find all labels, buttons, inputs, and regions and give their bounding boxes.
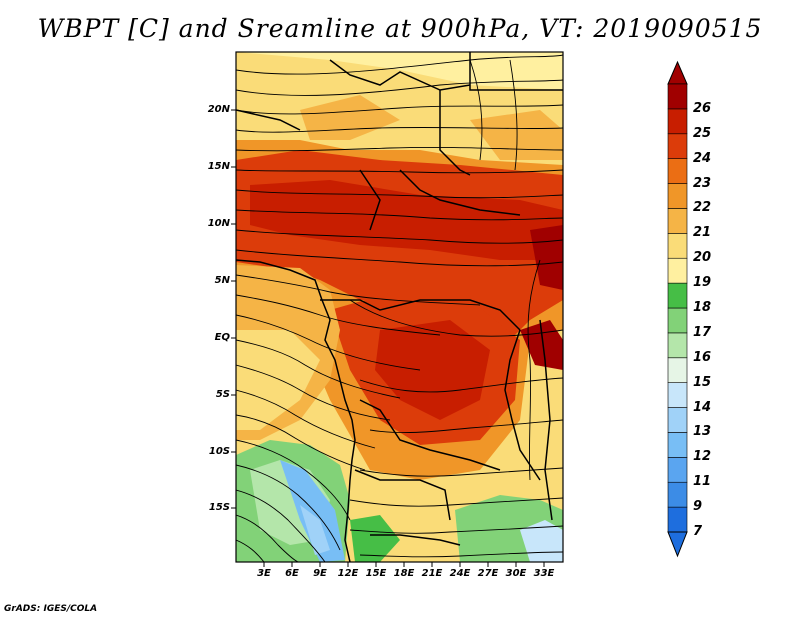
lon-label: 15E (365, 568, 387, 579)
colorbar-box (667, 407, 688, 433)
colorbar-label: 22 (693, 200, 712, 216)
colorbar (667, 60, 688, 558)
lat-label: 5N (214, 275, 230, 286)
colorbar-label: 16 (693, 349, 712, 365)
colorbar-label: 14 (693, 399, 712, 415)
colorbar-label: 13 (693, 424, 712, 440)
colorbar-box (667, 233, 688, 259)
lat-label: 20N (207, 104, 230, 115)
colorbar-label: 25 (693, 125, 712, 141)
colorbar-label: 18 (693, 300, 712, 315)
colorbar-label: 9 (693, 499, 703, 515)
lon-label: 33E (533, 568, 555, 579)
colorbar-label: 24 (693, 150, 712, 166)
colorbar-label: 11 (693, 474, 712, 490)
lat-label: 15S (208, 502, 230, 513)
colorbar-box (667, 257, 688, 284)
lon-label: 24E (449, 568, 471, 579)
map-title: WBPT [C] and Sreamline at 900hPa, VT: 20… (37, 14, 763, 43)
lon-ticks (263, 562, 545, 567)
colorbar-label: 12 (693, 449, 712, 465)
lon-label: 9E (313, 568, 327, 579)
lon-label: 27E (477, 568, 499, 579)
colorbar-box (667, 357, 688, 383)
lat-label: EQ (214, 332, 230, 343)
colorbar-bottom-arrow (667, 531, 688, 558)
colorbar-label: 7 (693, 524, 703, 539)
colorbar-box (667, 158, 688, 184)
lon-label: 30E (505, 568, 527, 579)
lon-label: 18E (393, 568, 415, 579)
colorbar-label: 21 (693, 225, 712, 241)
lat-label: 10S (208, 446, 230, 457)
streamlines (236, 54, 563, 562)
country-borders (236, 52, 563, 562)
colorbar-box (667, 506, 688, 533)
colorbar-box (667, 183, 688, 209)
colorbar-label: 17 (693, 324, 712, 340)
colorbar-box (667, 457, 688, 483)
lat-label: 15N (207, 161, 230, 172)
colorbar-box (667, 208, 688, 234)
lon-label: 12E (337, 568, 359, 579)
colorbar-top-arrow (667, 60, 688, 85)
colorbar-box (667, 432, 688, 458)
colorbar-box (667, 83, 688, 110)
lat-ticks (231, 109, 236, 509)
colorbar-label: 15 (693, 374, 712, 390)
grads-credit: GrADS: IGES/COLA (4, 604, 98, 614)
colorbar-box (667, 282, 688, 309)
colorbar-boxes (667, 83, 688, 533)
colorbar-box (667, 332, 688, 359)
map-frame (235, 51, 564, 563)
colorbar-label: 23 (693, 175, 712, 191)
colorbar-label: 20 (693, 250, 712, 266)
wbpt-field (236, 52, 563, 562)
colorbar-box (667, 108, 688, 135)
lat-label: 5S (215, 389, 230, 400)
colorbar-box (667, 307, 688, 334)
lon-label: 3E (257, 568, 271, 579)
colorbar-box (667, 481, 688, 508)
colorbar-label: 19 (693, 275, 712, 291)
lon-label: 21E (421, 568, 443, 579)
colorbar-box (667, 382, 688, 408)
lat-label: 10N (207, 218, 230, 229)
colorbar-box (667, 133, 688, 159)
lon-label: 6E (285, 568, 299, 579)
colorbar-label: 26 (693, 100, 712, 116)
